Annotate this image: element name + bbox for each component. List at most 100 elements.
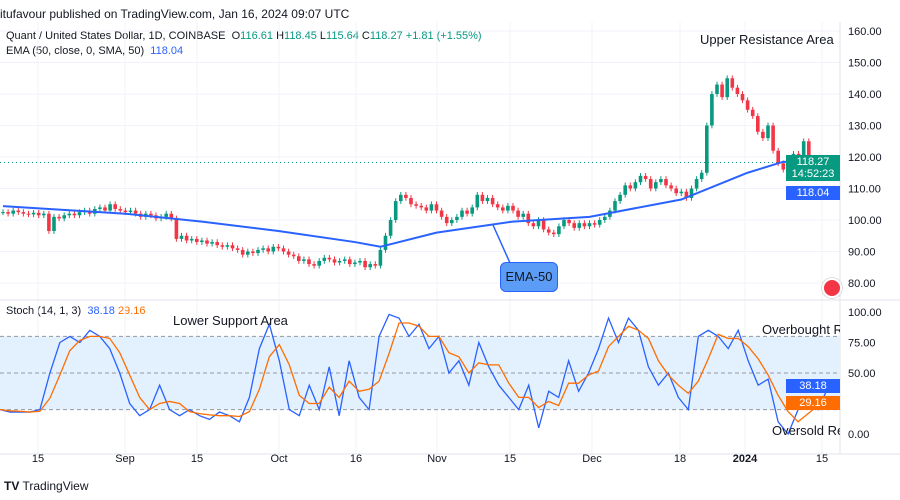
candle	[383, 235, 388, 250]
candle	[648, 179, 653, 189]
x-tick-label: Nov	[427, 453, 447, 465]
candle	[261, 248, 265, 250]
candle	[689, 188, 694, 198]
candle	[72, 213, 77, 216]
candle	[317, 260, 321, 266]
candle	[353, 262, 357, 265]
candle	[654, 182, 658, 189]
low-value: 115.64	[326, 30, 359, 42]
candle	[526, 213, 531, 224]
change-value: +1.81 (+1.55%)	[405, 30, 482, 42]
candle	[597, 220, 602, 225]
stoch-k-value: 38.18	[87, 305, 115, 317]
x-tick-label: 15	[504, 453, 516, 465]
x-tick-label: Oct	[270, 453, 287, 465]
candle	[638, 175, 643, 183]
candle	[628, 185, 633, 189]
candle	[220, 245, 225, 247]
candle	[633, 182, 638, 189]
candle	[735, 87, 740, 94]
candle	[113, 204, 117, 209]
candle	[424, 207, 429, 211]
candle	[169, 213, 174, 219]
price-axis-label: 120.00	[848, 152, 882, 164]
candle	[47, 213, 51, 232]
candle	[470, 207, 474, 214]
x-tick-label: 15	[816, 453, 828, 465]
candle	[694, 179, 699, 189]
candle	[699, 172, 704, 180]
candle	[342, 259, 347, 261]
candle	[659, 179, 663, 183]
candle	[669, 185, 673, 189]
candle	[399, 194, 403, 202]
stoch-axis-label: 75.00	[848, 338, 876, 350]
candle	[516, 210, 520, 217]
candle	[501, 207, 505, 211]
x-tick-label: 15	[32, 453, 44, 465]
stoch-axis-label: 50.00	[848, 368, 876, 380]
candle	[98, 207, 102, 209]
candle	[57, 216, 61, 219]
price-axis-label: 90.00	[848, 247, 876, 259]
candle	[281, 248, 286, 252]
candle	[235, 248, 240, 250]
candle	[184, 235, 189, 241]
candle	[358, 260, 362, 263]
last-price-tag: 118.27 14:52:23	[786, 155, 840, 181]
price-axis-label: 140.00	[848, 89, 882, 101]
candle	[562, 220, 566, 227]
stoch-d-tag: 29.16	[786, 396, 840, 410]
tradingview-logo[interactable]: TV TradingView	[4, 479, 89, 493]
candle	[36, 212, 41, 216]
candle	[297, 256, 301, 261]
candle	[536, 220, 541, 227]
candle	[26, 213, 31, 215]
candle	[781, 163, 786, 170]
candle	[327, 257, 332, 260]
oversold-annotation: Oversold Regi	[772, 423, 840, 438]
price-axis-label: 110.00	[848, 184, 881, 196]
candle	[552, 232, 556, 235]
candle	[740, 94, 745, 101]
candle	[378, 249, 383, 266]
candle	[480, 194, 485, 202]
candle	[674, 188, 678, 194]
bar-countdown: 14:52:23	[791, 168, 835, 180]
candle	[373, 264, 378, 266]
candle	[745, 100, 750, 110]
stoch-k-line	[0, 313, 829, 436]
candle	[807, 141, 811, 161]
candle	[521, 213, 525, 217]
us-flag-icon[interactable]	[822, 278, 842, 298]
candle	[490, 197, 495, 205]
candle	[761, 131, 765, 139]
candle	[419, 205, 423, 208]
price-axis-label: 130.00	[848, 121, 882, 133]
brand-name: TradingView	[22, 479, 89, 493]
candle	[189, 238, 194, 241]
candle	[756, 116, 760, 132]
ema-value: 118.04	[150, 45, 184, 57]
x-tick-label: Dec	[582, 453, 602, 465]
candle	[725, 78, 729, 98]
candle	[450, 220, 454, 224]
ema-label: EMA (50, close, 0, SMA, 50)	[6, 45, 145, 57]
candle	[307, 259, 311, 265]
candle	[62, 215, 66, 219]
candle	[643, 175, 648, 180]
tv-logo-icon: TV	[4, 479, 20, 493]
candle	[801, 141, 806, 164]
candle	[715, 84, 719, 94]
candle	[174, 218, 179, 239]
symbol-name[interactable]: Quant / United States Dollar, 1D, COINBA…	[6, 30, 226, 42]
ema-price-tag: 118.04	[786, 186, 840, 200]
candle	[455, 216, 459, 220]
candle	[286, 251, 291, 255]
candle	[720, 84, 724, 98]
candle	[664, 179, 668, 186]
candle	[363, 260, 367, 268]
ema-legend[interactable]: EMA (50, close, 0, SMA, 50) 118.04	[6, 45, 183, 57]
price-axis-label: 150.00	[848, 58, 882, 70]
